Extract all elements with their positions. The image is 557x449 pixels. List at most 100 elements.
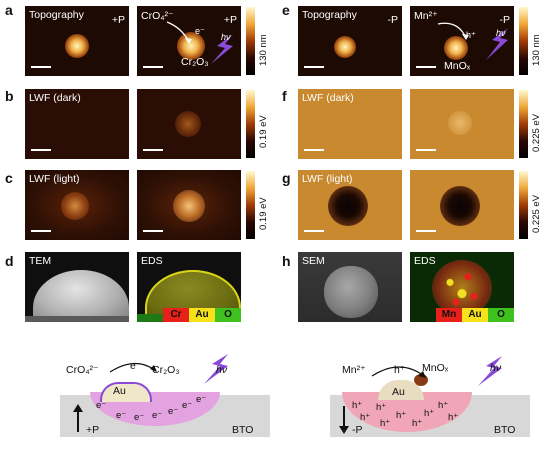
carrier: e⁻	[134, 412, 145, 423]
panel-title: SEM	[302, 255, 325, 267]
polarization-down-arrow	[339, 406, 349, 434]
panel-title: EDS	[414, 255, 436, 267]
polarization: -P	[499, 14, 511, 26]
panel-f-lwf-dark: LWF (dark)	[298, 89, 402, 159]
particle-eds-map	[432, 260, 492, 316]
colorbar-f-label: 0.225 eV	[531, 113, 542, 152]
carrier: h⁺	[380, 418, 391, 429]
particle	[334, 36, 356, 58]
legend-mn: Mn	[436, 308, 462, 322]
polarization-up-arrow	[73, 404, 83, 432]
scale-bar	[143, 66, 163, 68]
particle-contrast	[448, 111, 472, 135]
legend-cr: Cr	[163, 308, 189, 322]
colorbar-c	[246, 171, 255, 239]
panel-letter-b: b	[5, 88, 14, 104]
substrate-label: BTO	[232, 424, 254, 436]
panel-title: TEM	[29, 255, 52, 267]
schematic-right-arrow	[371, 356, 502, 386]
carrier: h⁺	[438, 400, 449, 411]
carrier: h⁺	[448, 412, 459, 423]
particle-contrast	[440, 186, 480, 226]
colorbar-b	[246, 90, 255, 158]
panel-d-eds: EDS Cr Au O	[137, 252, 241, 322]
scale-bar	[143, 230, 163, 232]
hv-label: hν	[490, 362, 502, 374]
carrier: e⁻	[182, 400, 193, 411]
particle-contrast	[173, 190, 205, 222]
particle-contrast	[328, 186, 368, 226]
hv-label: hν	[221, 32, 231, 42]
carrier: e⁻	[168, 406, 179, 417]
carrier: e⁻	[152, 410, 163, 421]
hv-label: hν	[496, 28, 506, 38]
panel-letter-h: h	[282, 253, 291, 269]
panel-h-sem: SEM	[298, 252, 402, 322]
scale-bar	[304, 230, 324, 232]
light-bolt-icon	[204, 354, 228, 384]
panel-title: Topography	[302, 9, 357, 21]
polarization: -P	[387, 14, 399, 26]
carrier: h⁺	[360, 412, 371, 423]
carrier: h⁺	[352, 400, 363, 411]
scale-bar	[416, 149, 436, 151]
scale-bar	[416, 66, 436, 68]
colorbar-g-label: 0.225 eV	[531, 194, 542, 233]
panel-b-lwf-dark: LWF (dark)	[25, 89, 129, 159]
panel-e-topography: Topography -P	[298, 6, 402, 76]
electron-label: e⁻	[130, 360, 142, 372]
particle-image	[324, 266, 378, 318]
colorbar-c-label: 0.19 eV	[258, 197, 269, 230]
carrier: h⁺	[412, 418, 423, 429]
legend-o: O	[488, 308, 514, 322]
carrier: e⁻	[116, 410, 127, 421]
electron-label: e⁻	[195, 26, 205, 36]
hv-label: hν	[216, 364, 228, 376]
panel-letter-f: f	[282, 88, 287, 104]
polarization: +P	[111, 14, 125, 26]
scale-bar	[416, 230, 436, 232]
polarization: -P	[352, 424, 363, 436]
carrier: h⁺	[424, 408, 435, 419]
legend-au: Au	[462, 308, 488, 322]
ion-label: Mn²⁺	[342, 364, 366, 376]
panel-g-lwf-light: LWF (light)	[298, 170, 402, 240]
product-label: MnOₓ	[444, 60, 471, 72]
light-bolt-icon	[211, 34, 233, 64]
scale-bar	[304, 66, 324, 68]
scale-bar	[31, 66, 51, 68]
panel-c-lwf-light-after	[137, 170, 241, 240]
panel-b-lwf-dark-after	[137, 89, 241, 159]
panel-letter-c: c	[5, 170, 13, 186]
panel-f-lwf-dark-after	[410, 89, 514, 159]
panel-letter-a: a	[5, 2, 13, 18]
panel-title: LWF (dark)	[302, 92, 354, 104]
colorbar-a-label: 130 nm	[258, 34, 269, 66]
light-bolt-icon	[478, 356, 502, 386]
colorbar-f	[519, 90, 528, 158]
colorbar-b-label: 0.19 eV	[258, 115, 269, 148]
legend-au: Au	[189, 308, 215, 322]
au-label: Au	[113, 385, 126, 397]
colorbar-e	[519, 7, 528, 75]
particle-image	[33, 270, 129, 322]
panel-g-lwf-light-after	[410, 170, 514, 240]
panel-e-topography-after: Mn²⁺ -P h⁺ MnOₓ hν	[410, 6, 514, 76]
panel-d-tem: TEM	[25, 252, 129, 322]
scale-bar	[31, 149, 51, 151]
panel-a-topography: Topography +P	[25, 6, 129, 76]
ion-label: CrO₄²⁻	[141, 10, 174, 22]
legend-o: O	[215, 308, 241, 322]
reaction-arrow	[166, 21, 233, 64]
reaction-arrow	[437, 22, 508, 60]
panel-title: LWF (light)	[29, 173, 80, 185]
particle	[177, 32, 205, 60]
carrier: h⁺	[396, 410, 407, 421]
hole-label: h⁺	[466, 30, 476, 40]
particle	[444, 36, 468, 60]
particle	[65, 34, 89, 58]
hole-label: h⁺	[394, 364, 406, 376]
au-label: Au	[392, 386, 405, 398]
panel-letter-g: g	[282, 170, 291, 186]
product-label: Cr₂O₃	[152, 364, 180, 376]
